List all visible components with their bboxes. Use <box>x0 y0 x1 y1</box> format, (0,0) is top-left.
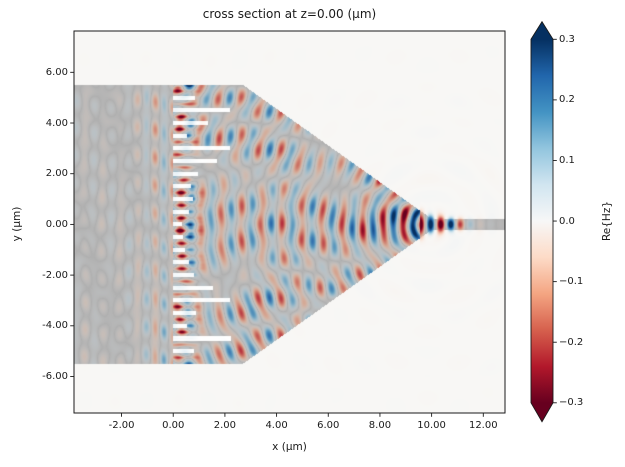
x-tick-label: 4.00 <box>265 420 288 431</box>
field-heatmap <box>74 31 505 413</box>
colorbar-tick-marks <box>553 38 557 404</box>
colorbar <box>530 20 554 423</box>
colorbar-tick-label: −0.3 <box>559 397 584 409</box>
x-tick-label: 8.00 <box>368 420 392 431</box>
y-tick-label: 0.00 <box>45 218 68 230</box>
colorbar-tick-label: 0.2 <box>559 94 575 106</box>
x-tick-label: 6.00 <box>317 420 340 431</box>
x-tick-label: 12.00 <box>468 420 498 431</box>
y-tick-label: 2.00 <box>45 168 68 180</box>
colorbar-tick-label: −0.1 <box>559 276 584 288</box>
x-tick-label: 2.00 <box>213 420 237 431</box>
y-tick-label: 6.00 <box>45 66 68 78</box>
x-axis-label: x (μm) <box>272 441 307 453</box>
y-tick-label: -2.00 <box>42 269 68 281</box>
x-tick-label: 0.00 <box>162 420 185 431</box>
colorbar-tick-label: 0.1 <box>559 154 575 166</box>
colorbar-label: Re{Hz} <box>601 200 613 242</box>
y-tick-label: -6.00 <box>42 370 68 382</box>
plot-title: cross section at z=0.00 (μm) <box>202 7 377 21</box>
colorbar-tick-label: −0.2 <box>559 336 584 348</box>
x-tick-label: -2.00 <box>108 420 135 431</box>
y-tick-label: -4.00 <box>42 320 68 332</box>
y-tick-label: 4.00 <box>45 117 68 129</box>
colorbar-tick-label: 0.0 <box>559 215 575 227</box>
colorbar-tick-label: 0.3 <box>559 33 575 45</box>
x-tick-label: 10.00 <box>417 420 446 431</box>
